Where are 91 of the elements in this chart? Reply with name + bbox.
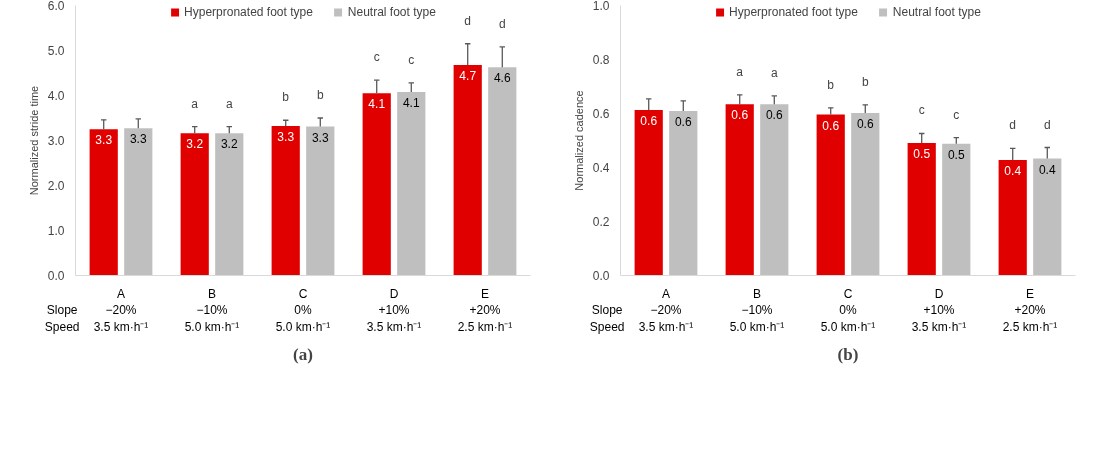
bar: [397, 91, 426, 276]
bar: [907, 142, 936, 276]
data-label: 0.5: [913, 146, 931, 161]
legend-label: Neutral foot type: [347, 5, 436, 19]
annotation: a: [736, 64, 744, 79]
text: Slope: [591, 303, 623, 318]
data-label: 0.6: [674, 115, 692, 130]
bar: [816, 114, 845, 276]
annotation: a: [191, 96, 199, 111]
data-label: 3.2: [186, 137, 204, 152]
annotation: b: [827, 77, 835, 92]
x-tick-label: C 0% 5.0 km·h⁻¹: [275, 286, 331, 335]
bar: [634, 109, 663, 276]
bar: [362, 93, 391, 276]
data-label: 4.1: [368, 97, 386, 112]
x-tick-label: A −20% 3.5 km·h⁻¹: [638, 286, 694, 335]
text: Speed: [589, 320, 625, 335]
data-label: 0.4: [1038, 162, 1056, 177]
y-axis-title: Normalized cadence: [572, 90, 585, 191]
text: (b): [837, 344, 859, 364]
annotation: b: [316, 88, 324, 102]
y-tick-label: 0.2: [592, 215, 610, 229]
text: Speed: [44, 320, 80, 335]
data-label: 0.6: [640, 113, 658, 128]
annotation: a: [770, 65, 778, 80]
bar: [124, 128, 153, 276]
y-tick-label: 0.8: [592, 53, 610, 67]
y-tick-label: 1.0: [592, 0, 610, 13]
data-label: 4.1: [402, 95, 420, 110]
y-tick-label: 2.0: [47, 179, 65, 193]
bar: [215, 133, 244, 276]
annotation: c: [953, 107, 960, 122]
x-tick-label: C 0% 5.0 km·h⁻¹: [820, 286, 876, 335]
x-tick-label: D +10% 3.5 km·h⁻¹: [911, 286, 967, 335]
bar: [488, 67, 517, 276]
bar: [180, 133, 209, 276]
bar: [1033, 158, 1062, 276]
annotation: c: [408, 52, 415, 67]
y-tick-label: 0.4: [592, 161, 610, 175]
data-label: 0.6: [731, 108, 749, 123]
x-tick-label: B −10% 5.0 km·h⁻¹: [729, 286, 785, 335]
data-label: 3.3: [277, 130, 295, 145]
y-tick-label: 3.0: [47, 134, 65, 148]
data-label: 0.4: [1004, 163, 1022, 178]
data-label: 3.3: [129, 132, 147, 147]
data-label: 0.6: [856, 116, 874, 131]
data-label: 3.3: [311, 130, 329, 145]
annotation: c: [373, 50, 380, 65]
data-label: 4.6: [493, 71, 511, 86]
y-tick-label: 5.0: [47, 44, 65, 58]
bar: [942, 143, 971, 276]
bar: [725, 104, 754, 276]
bar: [89, 129, 118, 276]
x-tick-label: E +20% 2.5 km·h⁻¹: [457, 286, 513, 335]
bar: [851, 112, 880, 276]
data-label: 3.3: [95, 133, 113, 148]
y-tick-label: 0.0: [47, 269, 65, 283]
x-tick-label: A −20% 3.5 km·h⁻¹: [93, 286, 149, 335]
annotation: d: [1009, 118, 1017, 133]
bar: [669, 111, 698, 276]
y-tick-label: 1.0: [47, 224, 65, 238]
annotation: d: [1043, 117, 1051, 132]
x-tick-label: E +20% 2.5 km·h⁻¹: [1002, 286, 1058, 335]
y-tick-label: 6.0: [47, 0, 65, 13]
data-label: 4.7: [459, 68, 477, 83]
bar: [998, 159, 1027, 276]
data-label: 0.5: [947, 147, 965, 162]
annotation: b: [861, 74, 869, 89]
bar: [453, 64, 482, 276]
bar: [306, 126, 335, 276]
y-tick-label: 0.0: [592, 269, 610, 283]
text: (a): [293, 344, 313, 364]
annotation: a: [225, 96, 233, 111]
x-tick-label: D +10% 3.5 km·h⁻¹: [366, 286, 422, 335]
annotation: d: [498, 16, 506, 31]
annotation: b: [282, 90, 290, 105]
legend-label: Hyperpronated foot type: [184, 5, 313, 19]
legend-label: Hyperpronated foot type: [729, 5, 858, 19]
y-axis-title: Normalized stride time: [27, 85, 40, 196]
data-label: 0.6: [765, 108, 783, 123]
data-label: 0.6: [822, 118, 840, 133]
text: Slope: [46, 303, 78, 318]
legend-label: Neutral foot type: [892, 5, 981, 19]
data-label: 3.2: [220, 137, 238, 152]
y-tick-label: 0.6: [592, 107, 610, 121]
bar: [760, 104, 789, 276]
y-tick-label: 4.0: [47, 89, 65, 103]
bar: [271, 126, 300, 276]
x-tick-label: B −10% 5.0 km·h⁻¹: [184, 286, 240, 335]
annotation: d: [464, 13, 472, 28]
annotation: c: [918, 103, 925, 118]
